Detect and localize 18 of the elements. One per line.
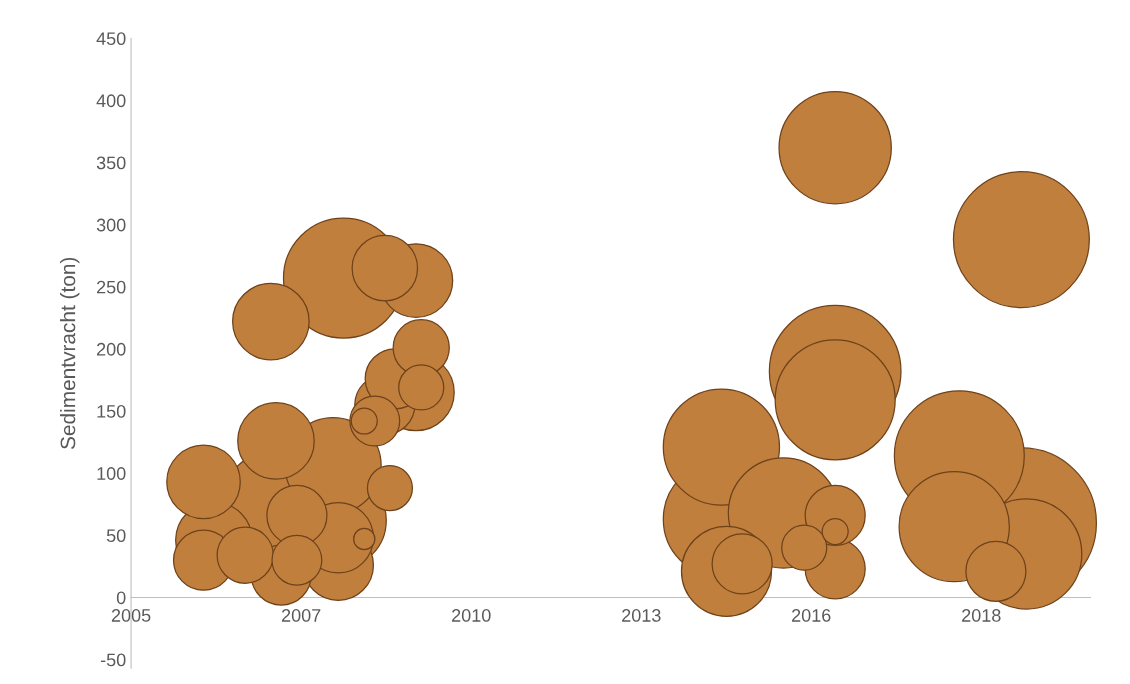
y-tick-label: 450 <box>96 32 126 46</box>
y-tick-label: 250 <box>97 280 126 294</box>
x-tick-label: 2005 <box>111 609 151 622</box>
x-tick-label: 2010 <box>452 609 491 622</box>
y-tick-label: 50 <box>106 529 126 543</box>
y-tick-label: -50 <box>100 653 126 667</box>
x-tick-label: 2016 <box>792 609 831 622</box>
y-tick-label: 350 <box>96 156 126 170</box>
x-tick-label: 2007 <box>281 609 321 622</box>
y-tick-label: 400 <box>96 94 126 108</box>
y-tick-label: 300 <box>96 218 126 232</box>
x-tick-label: 2013 <box>622 609 661 622</box>
y-tick-label: 0 <box>116 591 126 605</box>
x-tick-label: 2018 <box>962 609 1001 622</box>
y-axis-title: Sedimentvracht (ton) <box>60 257 80 450</box>
y-tick-label: 100 <box>97 467 126 480</box>
y-tick-label: 200 <box>97 342 126 356</box>
y-tick-label: 150 <box>97 405 126 418</box>
